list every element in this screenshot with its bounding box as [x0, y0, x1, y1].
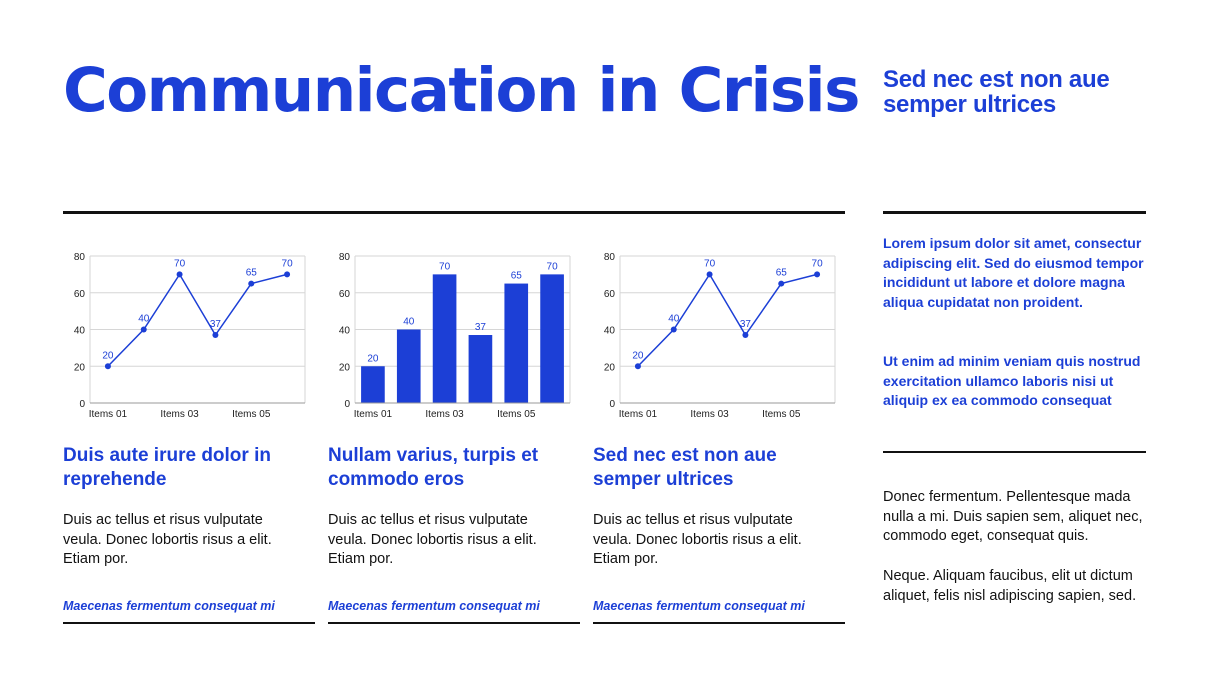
chart-2-y-tick-label-60: 60	[339, 289, 351, 300]
chart-1-data-label-4: 37	[210, 319, 222, 330]
sidebar-blue-paragraph-1: Lorem ipsum dolor sit amet, consectur ad…	[883, 235, 1144, 310]
chart-1-series-line	[107, 272, 288, 367]
sidebar-divider	[883, 451, 1146, 453]
chart-1-y-tick-label-80: 80	[74, 252, 86, 263]
chart-3-data-label-1: 20	[632, 350, 644, 361]
chart-1-point-5	[248, 280, 255, 287]
chart-1: 0 20 40 60 80 Items 01 Items 03 Items 05 20 40 70 3…	[63, 248, 313, 423]
column-3-caption: Maecenas fermentum consequat mi	[593, 599, 805, 613]
chart-3-y-tick-label-20: 20	[604, 362, 616, 373]
chart-1-point-2	[140, 326, 147, 333]
chart-2-data-label-2: 40	[403, 317, 415, 328]
chart-3-data-label-2: 40	[668, 314, 680, 325]
chart-2-x-tick-label-3: Items 03	[425, 409, 464, 420]
chart-3-data-label-5: 65	[776, 268, 788, 279]
chart-1-y-tick-label-40: 40	[74, 326, 86, 337]
sidebar-paragraph-1: Donec fermentum. Pellentesque mada nulla…	[883, 489, 1143, 545]
chart-2-x-tick-label-1: Items 01	[354, 409, 393, 420]
chart-2: 0 20 40 60 80 Items 01 Items 03 Items 05 20 40 70 3…	[328, 248, 578, 423]
chart-3-y-tick-label-60: 60	[604, 289, 616, 300]
top-divider-side	[883, 211, 1146, 214]
chart-2-bar-1	[361, 366, 385, 403]
chart-2-bar-3	[432, 274, 457, 403]
chart-1-y-tick-label-0: 0	[79, 399, 85, 410]
chart-3-svg: 0 20 40 60 80 Items 01 Items 03 Items 05 20 40 70 3…	[604, 252, 836, 420]
column-2-caption: Maecenas fermentum consequat mi	[328, 599, 540, 613]
chart-1-point-6	[284, 271, 291, 278]
chart-2-y-tick-label-0: 0	[344, 399, 350, 410]
sidebar-blue-paragraph-2: Ut enim ad minim veniam quis nostrud exe…	[883, 353, 1141, 409]
chart-3-point-5	[778, 280, 785, 287]
chart-3-data-label-4: 37	[740, 319, 752, 330]
chart-2-svg: 0 20 40 60 80 Items 01 Items 03 Items 05 20 40 70 3…	[339, 252, 571, 420]
column-1-caption: Maecenas fermentum consequat mi	[63, 599, 275, 613]
chart-3: 0 20 40 60 80 Items 01 Items 03 Items 05 20 40 70 3…	[593, 248, 843, 423]
chart-1-point-4	[212, 332, 219, 339]
chart-2-y-tick-label-40: 40	[339, 326, 351, 337]
chart-2-data-label-3: 70	[439, 261, 451, 272]
side-heading: Sed nec est non aue semper ultrices	[883, 66, 1110, 118]
chart-1-point-1	[104, 363, 111, 370]
chart-1-y-tick-label-60: 60	[74, 289, 86, 300]
chart-2-x-tick-label-5: Items 05	[497, 409, 536, 420]
chart-1-x-tick-label-5: Items 05	[232, 409, 271, 420]
chart-3-y-tick-label-0: 0	[609, 399, 615, 410]
chart-3-point-3	[706, 271, 713, 278]
chart-2-data-label-5: 65	[511, 271, 523, 282]
chart-3-data-label-3: 70	[704, 258, 716, 269]
chart-3-x-tick-label-1: Items 01	[619, 409, 658, 420]
chart-3-y-tick-label-80: 80	[604, 252, 616, 263]
top-divider-main	[63, 211, 845, 214]
chart-2-y-tick-label-80: 80	[339, 252, 351, 263]
chart-2-bar-6	[540, 274, 564, 403]
chart-1-data-label-1: 20	[102, 350, 114, 361]
chart-3-x-tick-label-3: Items 03	[690, 409, 729, 420]
chart-1-x-tick-label-1: Items 01	[89, 409, 128, 420]
chart-1-data-label-6: 70	[282, 258, 294, 269]
chart-2-data-label-1: 20	[367, 353, 379, 364]
chart-3-point-4	[742, 332, 749, 339]
chart-1-svg: 0 20 40 60 80 Items 01 Items 03 Items 05 20 40 70 3…	[74, 252, 306, 420]
chart-2-bar-4	[468, 335, 493, 403]
chart-1-x-tick-label-3: Items 03	[160, 409, 199, 420]
chart-1-data-label-2: 40	[138, 314, 150, 325]
chart-3-series-line	[637, 272, 818, 367]
column-3-body: Duis ac tellus et risus vulputate veula.…	[593, 512, 802, 568]
chart-1-data-label-3: 70	[174, 258, 186, 269]
column-1-heading: Duis aute irure dolor in reprehende	[63, 445, 271, 490]
chart-3-point-6	[814, 271, 821, 278]
chart-1-y-tick-label-20: 20	[74, 362, 86, 373]
column-2-heading: Nullam varius, turpis et commodo eros	[328, 445, 539, 490]
chart-1-data-label-5: 65	[246, 268, 258, 279]
column-2-body: Duis ac tellus et risus vulputate veula.…	[328, 512, 537, 568]
column-3-divider	[593, 622, 845, 624]
chart-2-data-label-6: 70	[547, 261, 559, 272]
column-2-divider	[328, 622, 580, 624]
chart-2-bar-5	[504, 283, 529, 403]
chart-2-data-label-4: 37	[475, 322, 487, 333]
chart-1-point-3	[176, 271, 183, 278]
column-1-divider	[63, 622, 315, 624]
chart-3-x-tick-label-5: Items 05	[762, 409, 801, 420]
chart-3-point-2	[670, 326, 677, 333]
column-3-heading: Sed nec est non aue semper ultrices	[593, 445, 777, 490]
column-1-body: Duis ac tellus et risus vulputate veula.…	[63, 512, 272, 568]
page-title: Communication in Crisis	[63, 55, 860, 126]
chart-3-y-tick-label-40: 40	[604, 326, 616, 337]
chart-3-point-1	[634, 363, 641, 370]
chart-3-data-label-6: 70	[812, 258, 824, 269]
chart-2-y-tick-label-20: 20	[339, 362, 351, 373]
sidebar-paragraph-2: Neque. Aliquam faucibus, elit ut dictum …	[883, 568, 1137, 604]
chart-2-bar-2	[396, 329, 421, 403]
